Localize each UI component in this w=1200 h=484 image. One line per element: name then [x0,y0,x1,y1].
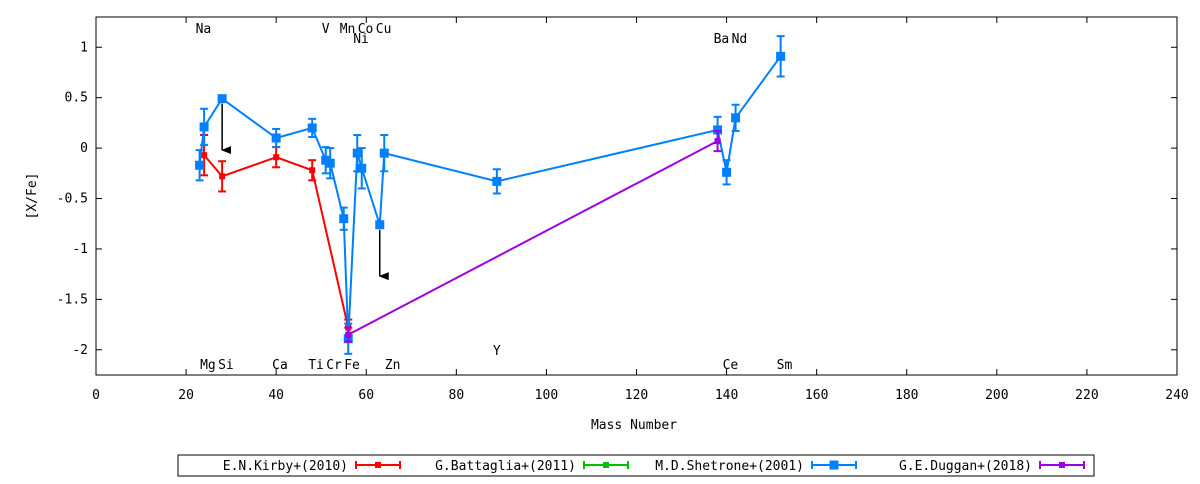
x-tick-label: 100 [535,388,558,403]
y-tick-label: 0.5 [65,91,88,106]
x-tick-label: 0 [92,388,100,403]
element-label: Mn [340,22,356,37]
x-tick-label: 200 [985,388,1008,403]
legend-label: E.N.Kirby+(2010) [223,459,348,474]
legend-marker [1059,462,1065,468]
data-point [309,167,316,174]
element-label: Y [493,344,501,359]
upper-limit-arrows [221,103,389,281]
data-point [201,152,208,159]
data-point [714,138,721,145]
element-labels: Na V Mn Co Cu Ni Ba Nd Mg Si Ca Ti Cr Fe Zn Y Ce Sm [196,22,793,373]
x-tick-label: 60 [358,388,374,403]
data-point [345,331,352,338]
element-label: V [322,22,330,37]
data-point [776,51,786,61]
y-tick-label: 1 [80,40,88,55]
legend-box [177,454,1095,477]
data-point [325,158,335,168]
element-label: Zn [385,358,401,373]
data-point [357,163,367,173]
x-tick-label: 180 [895,388,918,403]
element-label: Na [196,22,212,37]
data-point [271,133,281,143]
y-tick-label: -2 [72,343,88,358]
element-label: Sm [777,358,793,373]
legend-label: G.E.Duggan+(2018) [899,459,1032,474]
data-point [722,167,732,177]
element-label: Mg [200,358,216,373]
data-point [195,160,205,170]
legend-label: M.D.Shetrone+(2001) [655,459,804,474]
series-layer [195,35,786,355]
y-axis-label: [X/Fe] [25,173,40,220]
legend-label: G.Battaglia+(2011) [435,459,576,474]
x-tick-label: 120 [625,388,648,403]
element-label: Ca [272,358,288,373]
y-tick-label: -1.5 [57,292,88,307]
x-tick-label: 220 [1075,388,1098,403]
data-point [321,155,331,165]
y-tick-label: -1 [72,242,88,257]
data-point [217,94,227,104]
element-label: Cr [326,358,342,373]
element-label: Si [218,358,234,373]
x-tick-label: 40 [268,388,284,403]
series-line [198,55,782,339]
x-tick-label: 160 [805,388,828,403]
x-tick-label: 140 [715,388,738,403]
x-tick-label: 240 [1165,388,1188,403]
data-point [713,125,723,135]
legend-marker [603,462,609,468]
x-tick-label: 20 [178,388,194,403]
element-label: Ni [353,32,369,47]
data-point [339,214,349,224]
element-label: Ba [714,32,730,47]
legend-marker [829,460,839,470]
data-point [375,220,385,230]
legend-marker [375,462,381,468]
series-3 [344,129,722,343]
y-tick-label: 0 [80,141,88,156]
data-point [731,113,741,123]
data-point [273,154,280,161]
axes: 0 20 40 60 80 100 120 140 160 180 200 220 240 -2 -1.5 -… [57,17,1189,403]
element-label: Nd [732,32,748,47]
data-point [219,173,226,180]
element-label: Co [358,22,374,37]
data-point [199,122,209,132]
plot-area [95,16,1178,376]
x-axis-label: Mass Number [591,418,677,433]
data-point [352,148,362,158]
legend: E.N.Kirby+(2010) G.Battaglia+(2011) M.D.Sh… [223,459,1085,474]
series-line [347,140,719,336]
element-label: Cu [376,22,392,37]
data-point [492,176,502,186]
element-label: Ce [723,358,739,373]
data-point [379,148,389,158]
element-label: Ti [308,358,324,373]
y-tick-label: -0.5 [57,192,88,207]
x-tick-label: 80 [449,388,465,403]
element-label: Fe [344,358,360,373]
data-point [307,123,317,133]
